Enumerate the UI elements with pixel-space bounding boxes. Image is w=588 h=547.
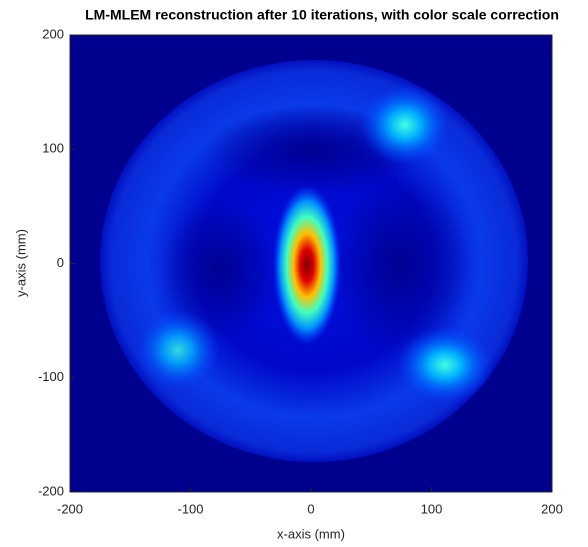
hotspot	[136, 310, 220, 390]
image-region	[330, 175, 470, 355]
y-tick-label: 100	[42, 141, 64, 156]
x-tick-label: 200	[541, 501, 563, 516]
chart-title: LM-MLEM reconstruction after 10 iteratio…	[85, 7, 559, 23]
x-tick-label: 0	[307, 501, 314, 516]
y-tick-label: 200	[42, 26, 64, 41]
plot-area	[69, 34, 553, 493]
x-axis-label: x-axis (mm)	[277, 526, 345, 541]
hotspot	[273, 185, 341, 345]
hotspot	[397, 327, 493, 403]
image-region	[160, 200, 280, 340]
x-tick-label: -200	[57, 501, 83, 516]
y-axis-label: y-axis (mm)	[13, 229, 28, 297]
y-tick-label: 0	[57, 255, 64, 270]
x-tick-label: -100	[177, 501, 203, 516]
hotspot	[360, 85, 450, 165]
y-tick-label: -200	[38, 483, 64, 498]
x-tick-label: 100	[421, 501, 443, 516]
y-tick-label: -100	[38, 369, 64, 384]
